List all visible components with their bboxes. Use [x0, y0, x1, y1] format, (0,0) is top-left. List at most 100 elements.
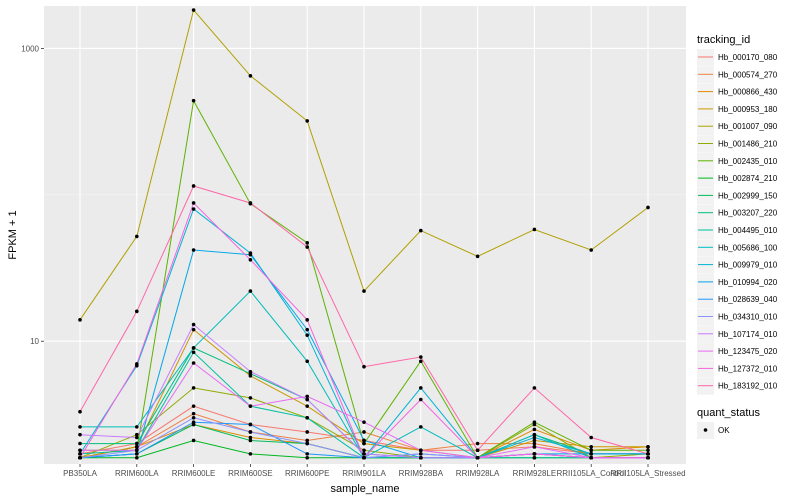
data-point: [191, 8, 196, 12]
data-point: [135, 441, 139, 446]
data-point: [589, 455, 593, 460]
data-point: [305, 245, 310, 249]
data-point: [532, 455, 537, 460]
data-point: [589, 445, 593, 449]
data-point: [191, 98, 196, 103]
data-point: [646, 455, 650, 460]
legend-title: tracking_id: [697, 34, 750, 46]
data-point: [305, 333, 310, 337]
data-point: [589, 435, 593, 440]
legend-label: Hb_004495_010: [718, 226, 778, 235]
legend-item: Hb_010994_020: [697, 273, 778, 291]
data-point: [135, 234, 139, 239]
x-tick-label: RRII105LA_Control: [557, 469, 627, 478]
x-tick-label: RRII105LA_Stressed: [610, 469, 685, 478]
legend-item: Hb_000866_430: [697, 83, 778, 101]
legend-item: Hb_002874_210: [697, 170, 778, 188]
data-point: [78, 452, 82, 456]
data-point: [305, 241, 310, 245]
data-point: [135, 362, 139, 366]
quant-status-legend-item: OK: [697, 422, 730, 439]
data-point: [362, 448, 366, 453]
data-point: [362, 441, 366, 446]
x-tick-label: PB350LA: [63, 469, 97, 478]
data-point: [646, 452, 650, 456]
data-point: [475, 455, 480, 460]
data-point: [248, 252, 253, 257]
data-point: [191, 415, 196, 420]
legend-item: Hb_183192_010: [697, 377, 778, 395]
legend-item: Hb_107174_010: [697, 325, 778, 343]
data-point: [419, 448, 423, 453]
legend-label: Hb_010994_020: [718, 278, 778, 287]
data-point: [532, 420, 537, 424]
data-point: [419, 228, 423, 233]
legend-item: Hb_005686_100: [697, 239, 778, 257]
data-point: [419, 452, 423, 456]
data-point: [305, 441, 310, 446]
legend-item: Hb_000170_080: [697, 49, 778, 66]
data-point: [362, 420, 366, 424]
data-point: [646, 445, 650, 449]
x-tick-label: RRIM901LA: [342, 469, 386, 478]
data-point: [419, 355, 423, 359]
data-point: [191, 346, 196, 350]
data-point: [248, 435, 253, 440]
data-point: [589, 248, 593, 252]
data-point: [305, 397, 310, 402]
data-point: [305, 318, 310, 322]
data-point: [78, 318, 82, 322]
legend-label: Hb_001486_210: [718, 140, 778, 149]
x-tick-label: RRIM600LA: [115, 469, 159, 478]
legend: tracking_id Hb_000170_080Hb_000574_270Hb…: [697, 34, 778, 439]
x-tick-label: RRIM600PE: [285, 469, 329, 478]
legend-key-point: [703, 428, 708, 432]
data-point: [248, 422, 253, 427]
legend-label: Hb_034310_010: [718, 313, 778, 322]
y-axis: 10 1000: [21, 44, 44, 346]
data-point: [532, 438, 537, 443]
data-point: [532, 435, 537, 440]
data-point: [78, 432, 82, 437]
data-point: [532, 445, 537, 449]
x-axis: PB350LA RRIM600LA RRIM600LE RRIM600SE RRIM60…: [63, 464, 686, 478]
data-point: [532, 452, 537, 456]
legend-item: Hb_003207_220: [697, 204, 778, 222]
data-point: [305, 119, 310, 123]
legend-label: OK: [718, 426, 730, 435]
legend-item: Hb_000574_270: [697, 66, 778, 84]
data-point: [362, 364, 366, 369]
data-point: [362, 455, 366, 460]
data-point: [135, 432, 139, 437]
x-tick-label: RRIM928BA: [399, 469, 444, 478]
x-axis-title: sample_name: [330, 483, 399, 495]
legend-label: Hb_000953_180: [718, 105, 778, 114]
x-tick-label: RRIM928LA: [456, 469, 500, 478]
data-point: [191, 361, 196, 365]
data-point: [248, 201, 253, 205]
data-point: [78, 448, 82, 453]
data-point: [305, 415, 310, 420]
data-point: [305, 327, 310, 332]
quant-status-legend-title: quant_status: [697, 407, 760, 419]
legend-label: Hb_002874_210: [718, 174, 778, 183]
data-point: [589, 452, 593, 456]
data-point: [419, 455, 423, 460]
data-point: [646, 448, 650, 453]
legend-item: Hb_028639_040: [697, 291, 778, 309]
data-point: [305, 455, 310, 460]
data-point: [135, 455, 139, 460]
data-point: [191, 386, 196, 390]
data-point: [78, 425, 82, 429]
data-point: [78, 441, 82, 446]
data-point: [248, 396, 253, 400]
data-point: [135, 425, 139, 429]
data-point: [305, 404, 310, 408]
data-point: [362, 438, 366, 443]
data-point: [532, 432, 537, 437]
data-point: [362, 289, 366, 293]
legend-item: Hb_001007_090: [697, 118, 778, 136]
y-axis-title: FPKM + 1: [7, 210, 19, 259]
data-point: [191, 350, 196, 355]
legend-label: Hb_005686_100: [718, 243, 778, 252]
